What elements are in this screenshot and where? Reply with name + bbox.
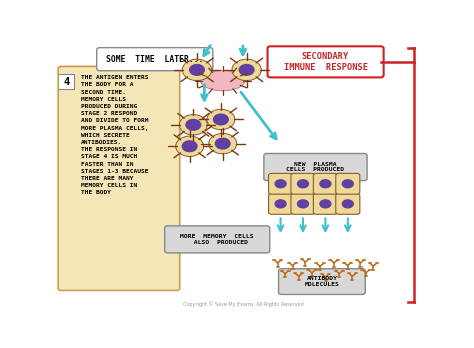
Circle shape [298, 200, 309, 208]
FancyBboxPatch shape [269, 193, 292, 214]
FancyBboxPatch shape [336, 193, 360, 214]
FancyBboxPatch shape [279, 269, 365, 294]
Circle shape [320, 180, 331, 188]
Circle shape [179, 114, 207, 135]
Circle shape [275, 200, 286, 208]
FancyBboxPatch shape [58, 74, 74, 89]
Circle shape [275, 180, 286, 188]
Ellipse shape [201, 70, 245, 91]
Circle shape [182, 141, 197, 152]
FancyBboxPatch shape [313, 173, 337, 194]
Text: ANTIBODY
MOLECULES: ANTIBODY MOLECULES [304, 276, 339, 287]
FancyBboxPatch shape [58, 66, 180, 291]
Text: NEW  PLASMA
CELLS  PRODUCED: NEW PLASMA CELLS PRODUCED [286, 161, 345, 172]
Text: MORE  MEMORY  CELLS
  ALSO  PRODUCED: MORE MEMORY CELLS ALSO PRODUCED [181, 234, 254, 245]
Text: SOME  TIME  LATER...: SOME TIME LATER... [106, 55, 203, 64]
Text: SECONDARY
IMMUNE  RESPONSE: SECONDARY IMMUNE RESPONSE [283, 52, 367, 72]
FancyBboxPatch shape [336, 173, 360, 194]
Circle shape [342, 180, 353, 188]
FancyBboxPatch shape [269, 173, 292, 194]
FancyBboxPatch shape [291, 173, 315, 194]
Text: Copyright © Save My Exams. All Rights Reserved: Copyright © Save My Exams. All Rights Re… [182, 301, 303, 307]
FancyBboxPatch shape [264, 153, 367, 181]
Circle shape [342, 200, 353, 208]
Circle shape [213, 114, 228, 125]
Circle shape [239, 64, 254, 75]
Circle shape [186, 119, 201, 130]
FancyBboxPatch shape [97, 48, 213, 71]
FancyBboxPatch shape [164, 226, 270, 253]
Circle shape [190, 64, 204, 75]
Circle shape [176, 136, 204, 157]
Circle shape [298, 180, 309, 188]
Circle shape [207, 109, 235, 130]
Circle shape [232, 59, 261, 81]
Text: 4: 4 [63, 77, 69, 87]
Circle shape [209, 133, 237, 154]
Circle shape [320, 200, 331, 208]
FancyBboxPatch shape [267, 46, 383, 77]
Circle shape [215, 138, 230, 149]
FancyBboxPatch shape [313, 193, 337, 214]
Circle shape [182, 59, 212, 81]
FancyBboxPatch shape [291, 193, 315, 214]
Text: THE ANTIGEN ENTERS
THE BODY FOR A
SECOND TIME.
MEMORY CELLS
PRODUCED DURING
STAG: THE ANTIGEN ENTERS THE BODY FOR A SECOND… [82, 75, 149, 196]
